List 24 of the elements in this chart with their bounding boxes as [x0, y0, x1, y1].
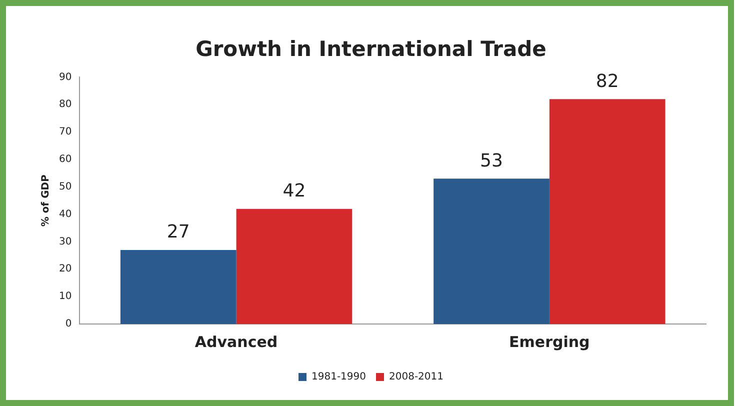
y-tick-label: 70: [58, 126, 72, 138]
bar: [120, 250, 236, 324]
data-label: 53: [480, 150, 503, 172]
y-axis-title: % of GDP: [40, 174, 52, 227]
data-label: 82: [596, 70, 619, 92]
y-tick-label: 10: [58, 291, 72, 302]
legend-label: 1981-1990: [311, 372, 366, 383]
x-tick-label: Emerging: [509, 332, 590, 351]
y-tick-label: 30: [58, 236, 72, 248]
legend-label: 2008-2011: [389, 372, 444, 383]
y-tick-label: 60: [58, 154, 72, 166]
data-label: 42: [282, 180, 306, 202]
y-tick-label: 20: [58, 264, 72, 275]
y-tick-label: 40: [58, 208, 72, 220]
x-tick-label: Advanced: [194, 332, 278, 351]
y-tick-label: 0: [65, 318, 72, 330]
chart-title: Growth in International Trade: [196, 37, 546, 62]
bar: [434, 178, 550, 324]
y-tick-label: 50: [58, 181, 72, 192]
y-tick-label: 80: [58, 99, 72, 110]
bar: [236, 208, 352, 324]
data-label: 27: [166, 222, 190, 243]
bar: [549, 99, 666, 324]
y-tick-label: 90: [58, 72, 72, 83]
